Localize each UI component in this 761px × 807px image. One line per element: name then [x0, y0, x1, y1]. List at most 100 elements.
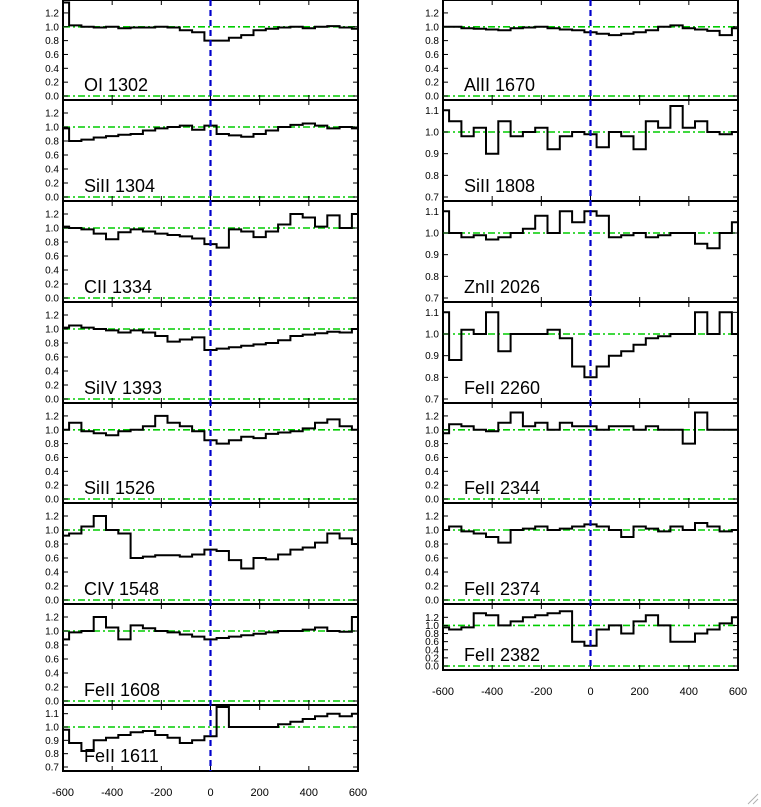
resize-grip-icon[interactable] — [745, 791, 759, 805]
ytick-label-SiII1304-4: 0.8 — [45, 137, 59, 148]
ytick-label-FeII2344-1: 0.2 — [425, 481, 439, 492]
ytick-label-FeII1608-3: 0.6 — [45, 655, 59, 666]
ytick-label-FeII2374-0: 0.0 — [425, 596, 439, 607]
xtick-label-left-4: 200 — [250, 787, 268, 799]
ytick-label-CIV1548-6: 1.2 — [45, 512, 59, 523]
ytick-label-SiII1304-1: 0.2 — [45, 179, 59, 190]
ytick-label-SiII1808-1: 0.8 — [425, 171, 439, 182]
ytick-label-CII1334-1: 0.2 — [45, 280, 59, 291]
ytick-label-FeII2374-6: 1.2 — [425, 512, 439, 523]
xtick-label-left-3: 0 — [207, 787, 213, 799]
ytick-label-SiII1304-6: 1.2 — [45, 109, 59, 120]
spectrum-trace-FeII2382 — [443, 610, 738, 647]
panel-label-SiII1304: SiII 1304 — [84, 176, 155, 196]
ytick-label-FeII2260-0: 0.7 — [425, 395, 439, 406]
ytick-label-FeII2382-6: 1.2 — [425, 613, 439, 624]
ytick-label-FeII1608-4: 0.8 — [45, 641, 59, 652]
ytick-label-FeII2374-3: 0.6 — [425, 554, 439, 565]
ytick-label-ZnII2026-1: 0.8 — [425, 272, 439, 283]
spectrum-trace-FeII2344 — [443, 411, 738, 445]
ytick-label-SiIV1393-5: 1.0 — [45, 325, 59, 336]
ytick-label-FeII1608-5: 1.0 — [45, 627, 59, 638]
ytick-label-SiIV1393-1: 0.2 — [45, 381, 59, 392]
ytick-label-CII1334-0: 0.0 — [45, 294, 59, 305]
ytick-label-FeII2260-3: 1.0 — [425, 330, 439, 341]
xtick-label-right-3: 0 — [587, 686, 593, 698]
spectrum-trace-FeII2260 — [443, 311, 738, 379]
ytick-label-FeII2382-3: 0.6 — [425, 637, 439, 648]
panel-label-SiII1526: SiII 1526 — [84, 478, 155, 498]
panel-label-FeII2382: FeII 2382 — [464, 645, 540, 665]
ytick-label-SiII1526-1: 0.2 — [45, 481, 59, 492]
ytick-label-OI1302-0: 0.0 — [45, 92, 59, 103]
ytick-label-ZnII2026-4: 1.1 — [425, 207, 439, 218]
ytick-label-FeII2382-0: 0.0 — [425, 662, 439, 673]
ytick-label-SiII1526-2: 0.4 — [45, 467, 59, 478]
ytick-label-AlII1670-6: 1.2 — [425, 8, 439, 19]
panel-label-FeII2344: FeII 2344 — [464, 478, 540, 498]
ytick-label-FeII2344-4: 0.8 — [425, 439, 439, 450]
ytick-label-SiII1526-3: 0.6 — [45, 453, 59, 464]
ytick-label-SiII1808-2: 0.9 — [425, 149, 439, 160]
ytick-label-FeII2382-2: 0.4 — [425, 645, 439, 656]
xtick-label-left-0: -600 — [52, 787, 74, 799]
ytick-label-OI1302-2: 0.4 — [45, 64, 59, 75]
xtick-label-left-5: 400 — [300, 787, 318, 799]
ytick-label-CII1334-2: 0.4 — [45, 266, 59, 277]
xtick-label-right-1: -400 — [481, 686, 503, 698]
ytick-label-FeII1611-2: 0.9 — [45, 736, 59, 747]
ytick-label-CII1334-5: 1.0 — [45, 224, 59, 235]
xtick-label-left-2: -200 — [150, 787, 172, 799]
ytick-label-SiIV1393-0: 0.0 — [45, 395, 59, 406]
spectrum-trace-FeII1608 — [63, 616, 358, 641]
xtick-label-right-0: -600 — [432, 686, 454, 698]
ytick-label-AlII1670-2: 0.4 — [425, 64, 439, 75]
ytick-label-SiII1526-0: 0.0 — [45, 495, 59, 506]
ytick-label-FeII1608-6: 1.2 — [45, 613, 59, 624]
panel-label-CII1334: CII 1334 — [84, 277, 152, 297]
ytick-label-ZnII2026-2: 0.9 — [425, 250, 439, 261]
xtick-label-left-1: -400 — [101, 787, 123, 799]
ytick-label-FeII2374-4: 0.8 — [425, 540, 439, 551]
xtick-label-right-5: 400 — [680, 686, 698, 698]
ytick-label-CII1334-4: 0.8 — [45, 238, 59, 249]
ytick-label-CIV1548-4: 0.8 — [45, 540, 59, 551]
xtick-label-right-2: -200 — [530, 686, 552, 698]
spectrum-trace-AlII1670 — [443, 24, 738, 37]
ytick-label-FeII2344-6: 1.2 — [425, 411, 439, 422]
ytick-label-FeII1611-4: 1.1 — [45, 709, 59, 720]
ytick-label-FeII2344-3: 0.6 — [425, 453, 439, 464]
ytick-label-AlII1670-1: 0.2 — [425, 78, 439, 89]
ytick-label-OI1302-1: 0.2 — [45, 78, 59, 89]
ytick-label-FeII2260-1: 0.8 — [425, 373, 439, 384]
ytick-label-FeII2344-5: 1.0 — [425, 425, 439, 436]
ytick-label-OI1302-5: 1.0 — [45, 22, 59, 33]
ytick-label-AlII1670-4: 0.8 — [425, 36, 439, 47]
xtick-label-right-4: 200 — [630, 686, 648, 698]
ytick-label-SiIV1393-3: 0.6 — [45, 353, 59, 364]
ytick-label-AlII1670-0: 0.0 — [425, 92, 439, 103]
ytick-label-FeII2382-5: 1.0 — [425, 621, 439, 632]
ytick-label-FeII2382-4: 0.8 — [425, 629, 439, 640]
ytick-label-SiIV1393-4: 0.8 — [45, 339, 59, 350]
ytick-label-CII1334-6: 1.2 — [45, 210, 59, 221]
ytick-label-FeII2374-1: 0.2 — [425, 582, 439, 593]
ytick-label-FeII2260-2: 0.9 — [425, 351, 439, 362]
panel-label-FeII2374: FeII 2374 — [464, 579, 540, 599]
panel-label-SiIV1393: SiIV 1393 — [84, 378, 162, 398]
panel-label-FeII2260: FeII 2260 — [464, 378, 540, 398]
ytick-label-SiII1304-0: 0.0 — [45, 193, 59, 204]
ytick-label-SiII1304-3: 0.6 — [45, 151, 59, 162]
ytick-label-FeII1608-1: 0.2 — [45, 683, 59, 694]
ytick-label-ZnII2026-3: 1.0 — [425, 229, 439, 240]
ytick-label-CIV1548-0: 0.0 — [45, 596, 59, 607]
ytick-label-SiIV1393-6: 1.2 — [45, 311, 59, 322]
ytick-label-FeII1611-1: 0.8 — [45, 749, 59, 760]
ytick-label-OI1302-6: 1.2 — [45, 8, 59, 19]
ytick-label-SiII1808-0: 0.7 — [425, 193, 439, 204]
ytick-label-SiII1808-3: 1.0 — [425, 128, 439, 139]
spectrum-trace-FeII1611 — [63, 706, 358, 752]
ytick-label-FeII1608-0: 0.0 — [45, 697, 59, 708]
ytick-label-SiII1808-4: 1.1 — [425, 106, 439, 117]
